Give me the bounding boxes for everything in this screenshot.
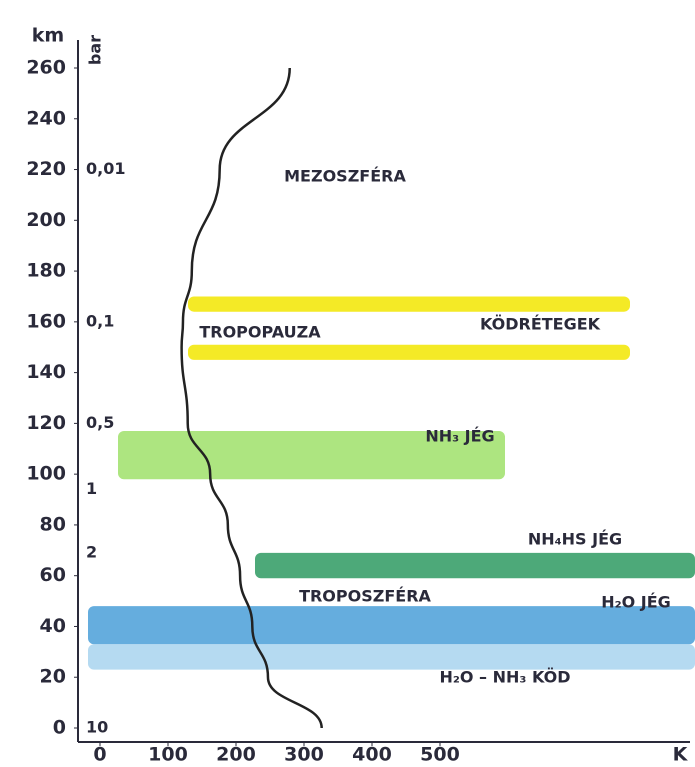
layer-label: NH₃ JÉG bbox=[425, 427, 494, 446]
region-label: TROPOSZFÉRA bbox=[299, 587, 431, 606]
x-tick-label: 100 bbox=[148, 744, 188, 766]
y-tick-label: 220 bbox=[26, 158, 66, 180]
y-tick-label: 200 bbox=[26, 209, 66, 231]
x-tick-label: 500 bbox=[420, 744, 460, 766]
region-label: TROPOPAUZA bbox=[199, 323, 321, 342]
y-tick-label: 180 bbox=[26, 260, 66, 282]
y-tick-label: 60 bbox=[40, 564, 66, 586]
y2-tick-label: 2 bbox=[86, 542, 97, 561]
y2-tick-label: 0,5 bbox=[86, 413, 114, 432]
y2-tick-label: 10 bbox=[86, 718, 108, 737]
y-tick-label: 240 bbox=[26, 107, 66, 129]
y-tick-label: 100 bbox=[26, 463, 66, 485]
cloud-layer bbox=[88, 644, 695, 669]
cloud-layer bbox=[88, 606, 695, 644]
layer-label: H₂O JÉG bbox=[601, 593, 671, 612]
x-tick-label: 400 bbox=[352, 744, 392, 766]
x-tick-label: 300 bbox=[284, 744, 324, 766]
y-tick-label: 0 bbox=[53, 717, 66, 739]
layer-label: H₂O – NH₃ KÖD bbox=[439, 668, 570, 687]
y-tick-label: 260 bbox=[26, 57, 66, 79]
y-axis-title: km bbox=[32, 25, 64, 47]
x-tick-label: 0 bbox=[93, 744, 106, 766]
cloud-layer bbox=[188, 296, 630, 311]
cloud-layer bbox=[255, 553, 695, 578]
region-label: MEZOSZFÉRA bbox=[284, 167, 406, 186]
y-tick-label: 120 bbox=[26, 412, 66, 434]
x-tick-label: 200 bbox=[216, 744, 256, 766]
layer-label: KÖDRÉTEGEK bbox=[480, 315, 601, 334]
y-tick-label: 20 bbox=[40, 666, 66, 688]
y-tick-label: 160 bbox=[26, 310, 66, 332]
y-tick-label: 80 bbox=[40, 513, 66, 535]
cloud-layer bbox=[188, 345, 630, 360]
y2-tick-label: 1 bbox=[86, 479, 97, 498]
y2-tick-label: 0,01 bbox=[86, 159, 125, 178]
layer-label: NH₄HS JÉG bbox=[528, 530, 622, 549]
x-axis-title: K bbox=[673, 744, 689, 766]
y-tick-label: 140 bbox=[26, 361, 66, 383]
y-tick-label: 40 bbox=[40, 615, 66, 637]
y2-tick-label: 0,1 bbox=[86, 311, 114, 330]
chart: km bar K KÖDRÉTEGEK NH₃ JÉG NH₄HS JÉG H₂O J… bbox=[0, 0, 695, 767]
y2-axis-title: bar bbox=[86, 35, 105, 65]
